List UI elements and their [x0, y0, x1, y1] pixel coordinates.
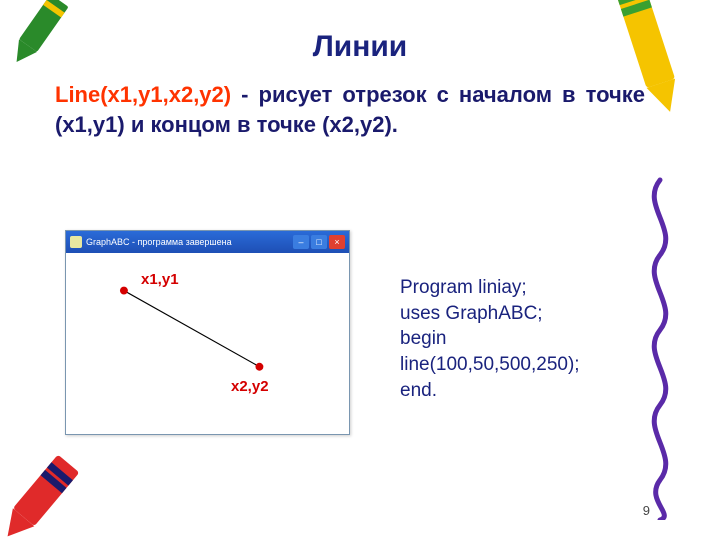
canvas-area: x1,y1 x2,y2 [66, 253, 349, 434]
window-title: GraphABC - программа завершена [86, 237, 293, 247]
slide-title: Линии [0, 30, 720, 64]
code-line-1: Program liniay; [400, 275, 580, 301]
minimize-button[interactable]: – [293, 235, 309, 249]
code-line-4: line(100,50,500,250); [400, 352, 580, 378]
line-diagram [66, 253, 349, 434]
code-line-2: uses GraphABC; [400, 301, 580, 327]
body-text: Line(x1,y1,x2,y2) - рисует отрезок с нач… [55, 80, 645, 139]
crayon-bottom-left [0, 445, 90, 555]
graphabc-window: GraphABC - программа завершена – □ × x1,… [65, 230, 350, 435]
page-number: 9 [643, 503, 650, 518]
point1-label: x1,y1 [141, 271, 179, 288]
window-titlebar: GraphABC - программа завершена – □ × [66, 231, 349, 253]
code-line-5: end. [400, 378, 580, 404]
function-signature: Line(x1,y1,x2,y2) [55, 82, 231, 107]
squiggle-decoration [630, 175, 690, 520]
maximize-button[interactable]: □ [311, 235, 327, 249]
point2-label: x2,y2 [231, 378, 269, 395]
window-buttons: – □ × [293, 235, 345, 249]
close-button[interactable]: × [329, 235, 345, 249]
code-block: Program liniay; uses GraphABC; begin lin… [400, 275, 580, 403]
app-icon [70, 236, 82, 248]
code-line-3: begin [400, 326, 580, 352]
